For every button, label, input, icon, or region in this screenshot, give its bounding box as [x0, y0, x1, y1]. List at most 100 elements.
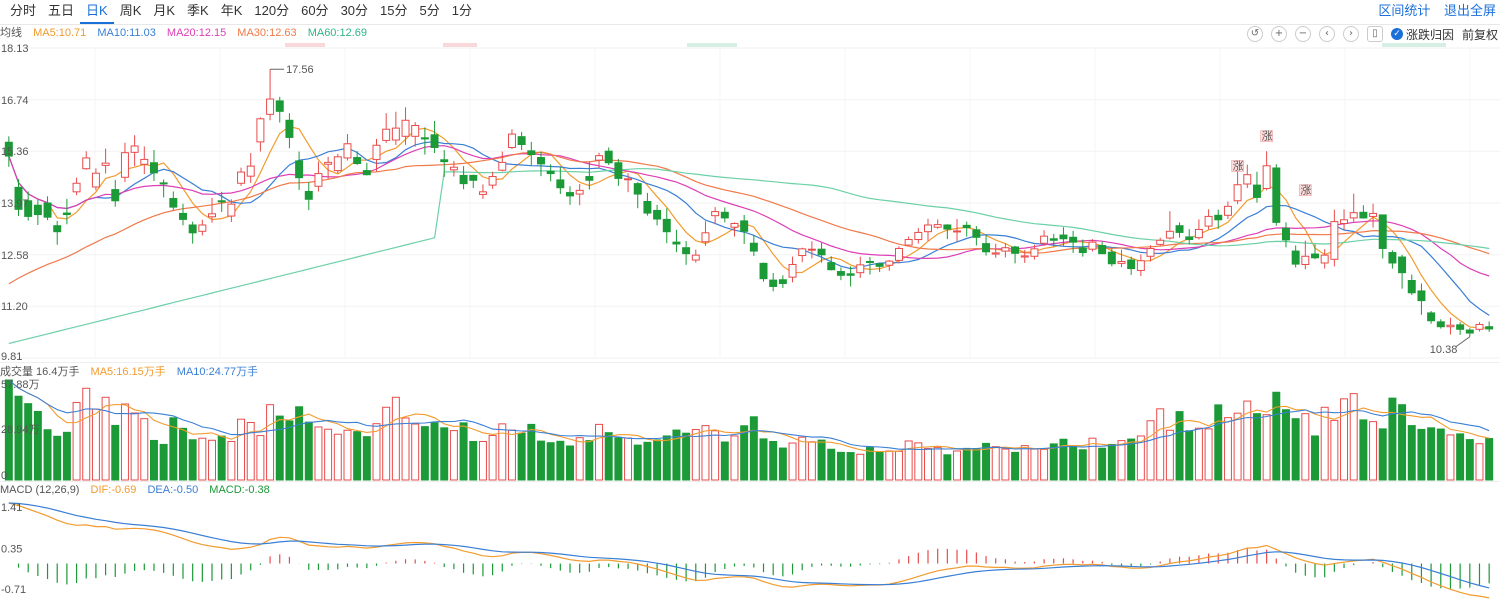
volume-bar [333, 433, 342, 481]
macd-y-tick: 0.35 [1, 544, 22, 556]
candle-body [1465, 329, 1474, 334]
volume-bar [778, 447, 787, 481]
volume-bar [208, 439, 217, 481]
tab-5[interactable]: 季K [187, 3, 209, 18]
volume-bar [807, 441, 816, 481]
tab-3[interactable]: 周K [119, 3, 142, 18]
tab-2[interactable]: 日K [80, 0, 114, 24]
volume-bar [914, 442, 923, 481]
interval-stats-link[interactable]: 区间统计 [1378, 3, 1431, 18]
exit-fullscreen-link[interactable]: 退出全屏 [1443, 3, 1496, 18]
candle-body [1301, 255, 1310, 265]
volume-bar [875, 451, 884, 481]
candle-body [914, 231, 923, 241]
candle-body [875, 263, 884, 267]
volume-bar [798, 436, 807, 481]
volume-ma10-label: MA10:24.77万手 [176, 366, 259, 378]
tab-11[interactable]: 5分 [419, 3, 440, 18]
volume-bar [672, 429, 681, 481]
candle-body [682, 247, 691, 255]
rise-tag-bg [1299, 184, 1312, 197]
adjust-mode-label[interactable]: 前复权 [1461, 27, 1498, 42]
tab-9[interactable]: 30分 [340, 3, 369, 18]
candle-body [527, 150, 536, 156]
candle-body [1011, 246, 1020, 254]
min-marker-line [1455, 336, 1471, 348]
candle-body [1417, 290, 1426, 302]
tab-6[interactable]: 年K [220, 3, 243, 18]
ma5-label: MA5:10.71 [33, 27, 87, 39]
candle-body [720, 211, 729, 219]
volume-bar [1465, 439, 1474, 481]
volume-bar [1330, 419, 1339, 481]
volume-bar [1378, 428, 1387, 481]
volume-bar [72, 401, 81, 481]
volume-bar [1233, 412, 1242, 481]
candle-body [1233, 184, 1242, 202]
tab-4[interactable]: 月K [153, 3, 176, 18]
ma30-line [8, 151, 1490, 285]
volume-bar [391, 396, 400, 481]
tab-7[interactable]: 120分 [254, 3, 290, 18]
candle-body [798, 248, 807, 257]
volume-bar [604, 432, 613, 481]
tab-8[interactable]: 60分 [301, 3, 329, 18]
tab-1[interactable]: 五日 [48, 3, 75, 18]
candle-body [53, 225, 62, 233]
top-toolbar: 分时 五日 日K 周K 月K 季K 年K 120分 60分 30分 15分 5分 1分 区间统计 退出全… [0, 0, 1500, 25]
candle-body [517, 136, 526, 146]
price-y-tick: 18.13 [1, 43, 29, 55]
candle-body [546, 170, 555, 175]
candle-body [730, 222, 739, 228]
volume-bar [1011, 451, 1020, 481]
candle-body [324, 161, 333, 165]
price-y-tick: 12.58 [1, 250, 29, 262]
volume-bar [1407, 425, 1416, 481]
rise-fall-attribution-label[interactable]: 涨跌归因 [1405, 27, 1454, 42]
candle-body [14, 186, 23, 210]
volume-bar [1456, 433, 1465, 481]
candle-body [82, 157, 91, 170]
volume-bar [643, 441, 652, 481]
candle-body [904, 239, 913, 246]
candle-body [691, 254, 700, 261]
price-y-tick: 9.81 [1, 351, 22, 363]
chevron-right-icon[interactable]: › [1342, 26, 1359, 42]
tab-0[interactable]: 分时 [10, 3, 37, 18]
candle-body [1369, 212, 1378, 217]
lightbulb-icon[interactable]: ▯ [1366, 26, 1383, 42]
candle-body [285, 119, 294, 138]
rise-fall-checkbox-icon[interactable]: ✓ [1390, 28, 1403, 40]
volume-bar [962, 447, 971, 481]
tab-12[interactable]: 1分 [451, 3, 472, 18]
volume-ma5-line [8, 379, 1490, 453]
candle-body [1175, 225, 1184, 233]
zoom-out-icon[interactable]: − [1294, 26, 1311, 42]
candle-body [33, 204, 42, 216]
candle-body [1146, 247, 1155, 257]
volume-bar [14, 395, 23, 481]
volume-bar [953, 450, 962, 481]
candle-body [1030, 248, 1039, 257]
ma5-line [8, 125, 1490, 329]
rise-tag-label: 涨 [1300, 184, 1311, 197]
macd-value-label: MACD:-0.38 [209, 484, 270, 496]
candle-body [1156, 239, 1165, 245]
undo-icon[interactable]: ↺ [1246, 26, 1263, 42]
candle-body [227, 203, 236, 217]
candle-body [179, 212, 187, 220]
chevron-left-icon[interactable]: ‹ [1318, 26, 1335, 42]
candle-body [1040, 235, 1049, 244]
candle-body [933, 224, 942, 228]
tab-10[interactable]: 15分 [380, 3, 408, 18]
candle-body [1456, 324, 1465, 330]
candle-body [624, 178, 633, 181]
candle-body [991, 252, 1000, 255]
candle-body [1262, 165, 1271, 189]
volume-bar [614, 437, 623, 481]
volume-bar [1252, 413, 1261, 481]
volume-bar [1127, 438, 1136, 481]
zoom-in-icon[interactable]: + [1270, 26, 1287, 42]
dif-line [8, 502, 1490, 599]
